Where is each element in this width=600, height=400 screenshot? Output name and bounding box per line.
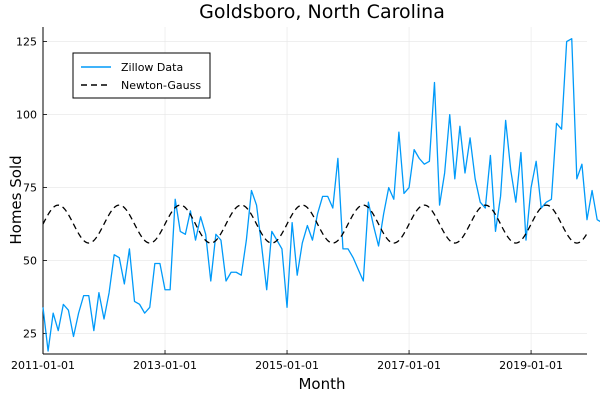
series-layer (42, 38, 600, 352)
y-tick-label-0: 25 (23, 328, 37, 341)
y-tick-label-1: 50 (23, 255, 37, 268)
series-line-zillow-data (42, 38, 600, 352)
legend-box (72, 52, 211, 99)
legend-label-newton-gauss: Newton-Gauss (121, 79, 201, 92)
legend-label-zillow: Zillow Data (121, 61, 183, 74)
legend: Zillow Data Newton-Gauss (72, 52, 211, 99)
x-tick-label-0: 2011-01-01 (11, 359, 75, 372)
x-axis-title: Month (298, 375, 345, 393)
chart-title: Goldsboro, North Carolina (199, 1, 445, 23)
axes (42, 27, 587, 355)
y-tick-label-3: 100 (16, 109, 37, 122)
x-tick-label-4: 2019-01-01 (499, 359, 563, 372)
x-tick-label-2: 2015-01-01 (255, 359, 319, 372)
x-tick-label-3: 2017-01-01 (377, 359, 441, 372)
y-tick-label-2: 75 (23, 182, 37, 195)
y-tick-label-4: 125 (16, 36, 37, 49)
tick-labels: 2011-01-01 2013-01-01 2015-01-01 2017-01-01… (11, 36, 563, 372)
x-tick-label-1: 2013-01-01 (133, 359, 197, 372)
y-axis-title: Homes Sold (7, 155, 25, 244)
